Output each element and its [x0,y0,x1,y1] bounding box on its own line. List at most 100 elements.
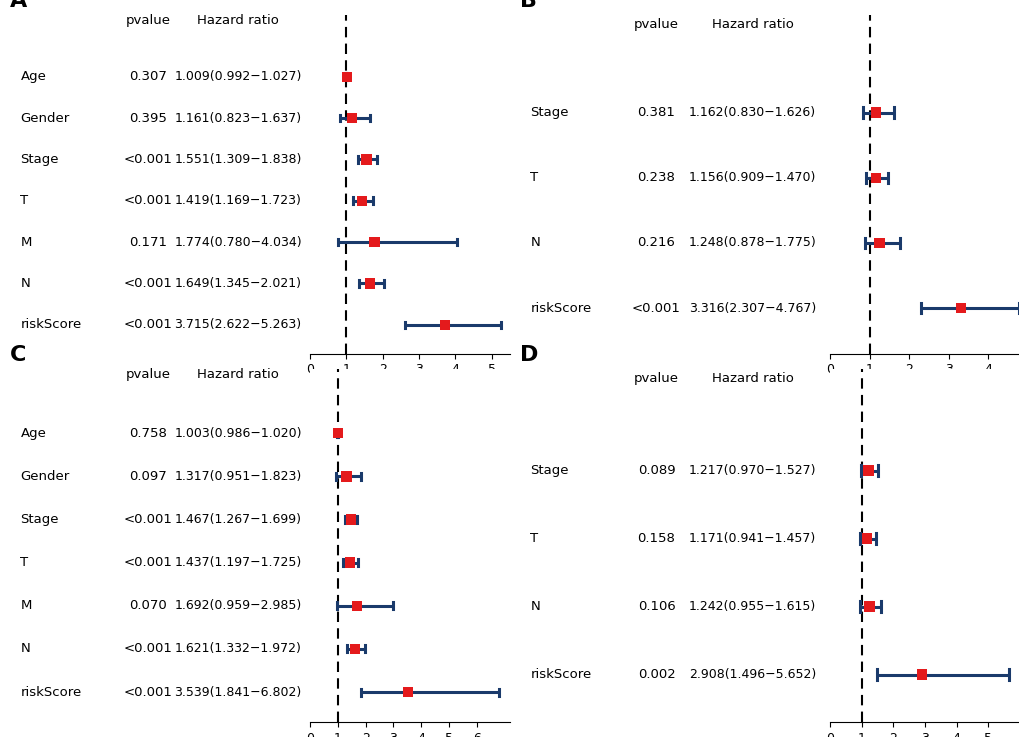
Text: M: M [20,599,32,612]
Text: <0.001: <0.001 [123,685,172,699]
Text: Hazard ratio: Hazard ratio [197,15,279,27]
Text: N: N [20,277,31,290]
Text: pvalue: pvalue [125,15,170,27]
Text: pvalue: pvalue [634,18,679,31]
Point [436,319,452,331]
Text: T: T [530,532,538,545]
Point [341,556,358,568]
Point [860,601,876,612]
X-axis label: Hazard ratio: Hazard ratio [881,382,967,396]
Text: 1.419(1.169−1.723): 1.419(1.169−1.723) [174,195,302,207]
Text: <0.001: <0.001 [123,153,172,166]
Text: Hazard ratio: Hazard ratio [711,372,793,385]
Point [329,427,345,439]
Text: 1.692(0.959−2.985): 1.692(0.959−2.985) [174,599,302,612]
Text: 0.002: 0.002 [637,668,675,681]
Text: 0.097: 0.097 [129,470,167,483]
Point [342,514,359,525]
Text: 1.009(0.992−1.027): 1.009(0.992−1.027) [174,70,302,83]
Point [346,643,363,654]
Text: 1.217(0.970−1.527): 1.217(0.970−1.527) [688,464,815,477]
Text: Stage: Stage [530,106,569,119]
Point [867,107,883,119]
Point [952,302,968,314]
Text: Hazard ratio: Hazard ratio [711,18,793,31]
Point [860,464,876,476]
Point [348,600,365,612]
Text: 0.070: 0.070 [129,599,167,612]
Text: <0.001: <0.001 [123,556,172,569]
Text: N: N [530,237,540,249]
Text: A: A [10,0,28,11]
Text: 0.089: 0.089 [637,464,675,477]
Text: B: B [520,0,537,11]
Text: 3.539(1.841−6.802): 3.539(1.841−6.802) [174,685,302,699]
Text: 0.216: 0.216 [637,237,675,249]
Text: 1.467(1.267−1.699): 1.467(1.267−1.699) [174,513,302,526]
Text: Age: Age [20,427,46,440]
Text: 1.161(0.823−1.637): 1.161(0.823−1.637) [174,111,302,125]
Point [354,195,370,206]
Text: riskScore: riskScore [530,301,591,315]
Text: 0.238: 0.238 [637,171,675,184]
Text: T: T [20,195,29,207]
Text: 1.248(0.878−1.775): 1.248(0.878−1.775) [688,237,815,249]
Text: Gender: Gender [20,470,69,483]
Text: 1.003(0.986−1.020): 1.003(0.986−1.020) [174,427,302,440]
Text: 1.242(0.955−1.615): 1.242(0.955−1.615) [688,600,815,613]
Text: 0.758: 0.758 [129,427,167,440]
Text: Hazard ratio: Hazard ratio [197,368,279,382]
Text: <0.001: <0.001 [123,195,172,207]
Point [867,172,883,184]
Text: 1.156(0.909−1.470): 1.156(0.909−1.470) [688,171,815,184]
Text: <0.001: <0.001 [123,277,172,290]
Text: 1.171(0.941−1.457): 1.171(0.941−1.457) [688,532,815,545]
Text: riskScore: riskScore [20,685,82,699]
Text: 1.317(0.951−1.823): 1.317(0.951−1.823) [174,470,302,483]
Text: Stage: Stage [530,464,569,477]
Text: 0.307: 0.307 [129,70,167,83]
Text: 0.106: 0.106 [637,600,675,613]
Point [338,470,355,482]
Text: T: T [20,556,29,569]
Point [913,668,929,680]
Text: N: N [530,600,540,613]
Text: Age: Age [20,70,46,83]
Point [358,153,374,165]
Text: 2.908(1.496−5.652): 2.908(1.496−5.652) [688,668,815,681]
Text: 0.381: 0.381 [637,106,675,119]
Point [338,71,355,83]
Text: 0.171: 0.171 [129,236,167,248]
Text: Stage: Stage [20,513,59,526]
Point [858,533,874,545]
Text: T: T [530,171,538,184]
Text: M: M [20,236,32,248]
Text: 1.162(0.830−1.626): 1.162(0.830−1.626) [689,106,815,119]
Text: 1.621(1.332−1.972): 1.621(1.332−1.972) [174,643,302,655]
Text: Stage: Stage [20,153,59,166]
Text: 3.715(2.622−5.263): 3.715(2.622−5.263) [174,318,302,332]
Text: riskScore: riskScore [20,318,82,332]
Text: pvalue: pvalue [634,372,679,385]
Text: N: N [20,643,31,655]
Text: 1.551(1.309−1.838): 1.551(1.309−1.838) [174,153,302,166]
Text: pvalue: pvalue [125,368,170,382]
Text: 3.316(2.307−4.767): 3.316(2.307−4.767) [688,301,815,315]
Text: 0.395: 0.395 [129,111,167,125]
Text: 0.158: 0.158 [637,532,675,545]
Text: riskScore: riskScore [530,668,591,681]
Point [870,237,887,249]
Text: Gender: Gender [20,111,69,125]
Point [343,112,360,124]
Point [399,686,416,698]
X-axis label: Hazard ratio: Hazard ratio [367,382,452,396]
Text: <0.001: <0.001 [632,301,681,315]
Text: <0.001: <0.001 [123,318,172,332]
Text: 1.774(0.780−4.034): 1.774(0.780−4.034) [174,236,302,248]
Text: C: C [10,345,26,365]
Text: <0.001: <0.001 [123,513,172,526]
Text: 1.437(1.197−1.725): 1.437(1.197−1.725) [174,556,302,569]
Text: <0.001: <0.001 [123,643,172,655]
Point [366,237,382,248]
Point [362,278,378,290]
